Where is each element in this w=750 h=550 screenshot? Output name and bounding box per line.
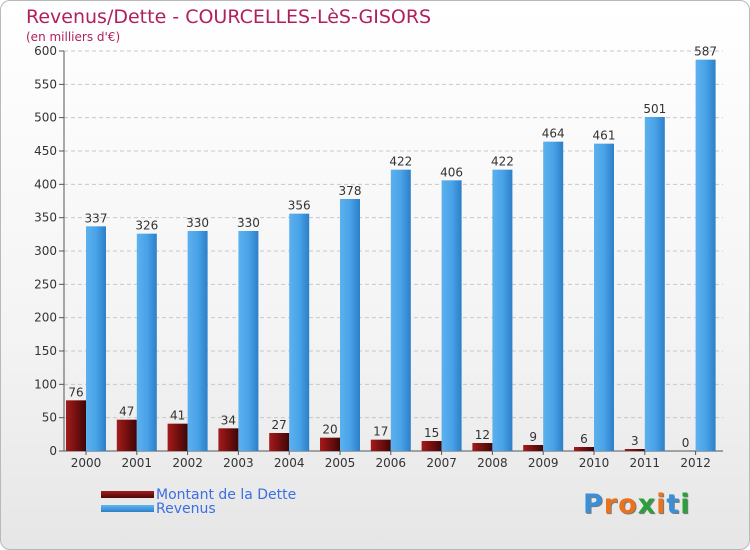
data-label-dette: 9 <box>529 430 537 444</box>
data-label-revenus: 330 <box>237 216 260 230</box>
bar-dette <box>116 419 137 451</box>
data-label-dette: 34 <box>221 413 236 427</box>
bar-dette <box>167 423 188 451</box>
data-label-dette: 17 <box>373 425 388 439</box>
bar-dette <box>421 441 442 451</box>
y-tick-label: 150 <box>34 344 57 358</box>
y-tick-label: 0 <box>49 444 57 458</box>
label-layer: 76 337 47 326 41 330 34 330 27 356 20 378 17 422 15 406… <box>68 45 717 450</box>
bar-dette <box>472 443 493 451</box>
bar-dette <box>624 449 645 451</box>
logo-letter: o <box>618 489 638 520</box>
bar-revenus <box>340 199 360 451</box>
logo-letter: x <box>637 489 657 520</box>
bar-revenus <box>543 141 564 451</box>
x-tick-label: 2012 <box>680 456 711 470</box>
y-tick-label: 100 <box>34 377 57 391</box>
data-label-dette: 41 <box>170 409 185 423</box>
x-tick-label: 2001 <box>122 456 153 470</box>
y-tick-label: 250 <box>34 277 57 291</box>
x-tick-label: 2010 <box>579 456 610 470</box>
data-label-dette: 6 <box>580 432 588 446</box>
x-tick-label: 2009 <box>528 456 559 470</box>
data-label-dette: 76 <box>68 385 83 399</box>
bar-revenus <box>441 180 462 452</box>
x-tick-label: 2005 <box>325 456 356 470</box>
x-tick-label: 2006 <box>376 456 407 470</box>
y-tick-label: 600 <box>34 44 57 58</box>
y-tick-label: 500 <box>34 111 57 125</box>
data-label-dette: 15 <box>424 426 439 440</box>
y-tick-label: 350 <box>34 211 57 225</box>
data-label-revenus: 378 <box>339 184 362 198</box>
chart-title: Revenus/Dette - COURCELLES-LèS-GISORS <box>26 6 432 28</box>
bar-revenus <box>644 117 665 451</box>
bar-revenus <box>187 231 208 451</box>
bar-dette <box>523 445 544 451</box>
data-label-dette: 12 <box>475 428 490 442</box>
bar-dette <box>66 400 86 451</box>
data-label-revenus: 337 <box>85 211 108 225</box>
data-label-revenus: 422 <box>491 155 514 169</box>
bar-revenus <box>136 233 157 451</box>
bar-dette <box>574 447 594 451</box>
data-label-dette: 20 <box>322 423 337 437</box>
data-label-dette: 47 <box>119 405 134 419</box>
data-label-revenus: 461 <box>593 129 616 143</box>
bar-dette <box>218 428 239 451</box>
data-label-dette: 0 <box>682 436 690 450</box>
bar-revenus <box>289 213 310 451</box>
x-tick-label: 2007 <box>426 456 457 470</box>
bar-revenus <box>86 226 106 451</box>
data-label-revenus: 587 <box>694 45 717 59</box>
data-label-revenus: 464 <box>542 127 565 141</box>
bar-revenus <box>492 169 513 451</box>
x-tick-label: 2000 <box>71 456 102 470</box>
data-label-revenus: 406 <box>440 165 463 179</box>
bar-revenus <box>594 143 614 451</box>
x-tick-label: 2008 <box>477 456 508 470</box>
x-tick-label: 2003 <box>223 456 254 470</box>
bar-revenus <box>695 59 716 452</box>
x-tick-label: 2011 <box>630 456 661 470</box>
bar-layer <box>66 59 716 452</box>
bar-dette <box>320 437 340 451</box>
y-tick-label: 450 <box>34 144 57 158</box>
logo-letter: i <box>656 489 667 520</box>
logo-letter: P <box>583 489 604 520</box>
data-label-revenus: 422 <box>389 155 412 169</box>
legend-label-debt: Montant de la Dette <box>156 487 297 503</box>
bar-revenus <box>390 169 411 451</box>
y-tick-label: 300 <box>34 244 57 258</box>
data-label-revenus: 330 <box>186 216 209 230</box>
bar-dette <box>269 433 290 451</box>
y-tick-label: 400 <box>34 177 57 191</box>
data-label-revenus: 501 <box>643 102 666 116</box>
logo-letter: t <box>666 489 681 520</box>
chart-subtitle: (en milliers d'€) <box>26 30 121 44</box>
bar-dette <box>370 439 391 451</box>
y-tick-label: 550 <box>34 77 57 91</box>
proxiti-logo: Proxiti <box>583 489 691 520</box>
bar-revenus <box>238 231 259 451</box>
y-tick-label: 200 <box>34 311 57 325</box>
legend-swatch-debt <box>101 491 154 498</box>
y-tick-label: 50 <box>42 411 57 425</box>
data-label-dette: 3 <box>631 434 639 448</box>
legend-label-revenus: Revenus <box>156 501 216 517</box>
logo-letter: i <box>680 489 691 520</box>
data-label-revenus: 356 <box>288 199 311 213</box>
x-tick-label: 2004 <box>274 456 305 470</box>
data-label-revenus: 326 <box>135 219 158 233</box>
x-tick-label: 2002 <box>172 456 203 470</box>
logo-letter: r <box>603 489 619 520</box>
legend-swatch-revenus <box>101 505 154 512</box>
data-label-dette: 27 <box>272 418 287 432</box>
